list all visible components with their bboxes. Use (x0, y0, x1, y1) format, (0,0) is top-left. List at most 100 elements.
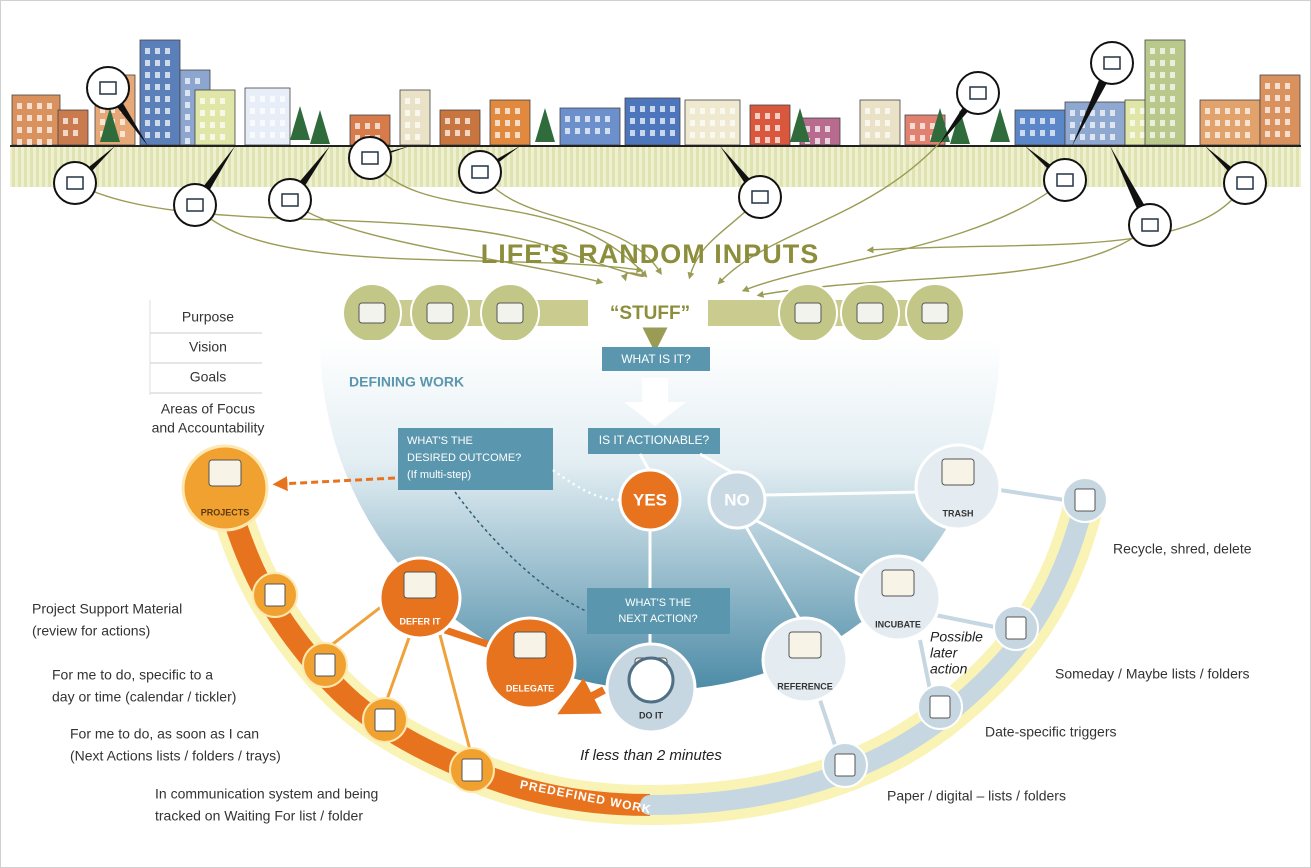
window (495, 108, 500, 114)
building (440, 110, 480, 145)
window (650, 106, 655, 112)
window (1130, 108, 1135, 114)
window (640, 118, 645, 124)
window (155, 120, 160, 126)
window (145, 60, 150, 66)
window (200, 98, 205, 104)
window (1275, 107, 1280, 113)
do-it-face (629, 658, 673, 702)
window (1090, 122, 1095, 128)
window (405, 122, 410, 128)
window (37, 103, 42, 109)
input-glyph (362, 152, 378, 164)
window (17, 115, 22, 121)
window (585, 128, 590, 134)
window (1110, 122, 1115, 128)
window (120, 131, 125, 137)
window (165, 120, 170, 126)
next-action-label: WHAT'S THE (625, 597, 691, 609)
window (815, 138, 820, 144)
building (140, 40, 180, 145)
window (145, 96, 150, 102)
window (165, 48, 170, 54)
window (1050, 130, 1055, 136)
window (1205, 120, 1210, 126)
window (1245, 132, 1250, 138)
track-glyph (1006, 617, 1026, 639)
outcome-left: For me to do, specific to a (52, 667, 213, 683)
window (495, 120, 500, 126)
window (710, 132, 715, 138)
window (1160, 120, 1165, 126)
outcome-left: tracked on Waiting For list / folder (155, 808, 363, 824)
window (1040, 130, 1045, 136)
window (1245, 108, 1250, 114)
window (280, 132, 285, 138)
page: GTD Workflow html, body { margin: 0; pad… (0, 0, 1311, 868)
possible-later-label: action (930, 661, 968, 677)
window (495, 132, 500, 138)
window (1150, 96, 1155, 102)
window (515, 132, 520, 138)
window (260, 108, 265, 114)
window (720, 132, 725, 138)
window (920, 123, 925, 129)
yes-label: YES (633, 490, 667, 509)
window (775, 137, 780, 143)
outcome-left: For me to do, as soon as I can (70, 726, 259, 742)
window (1050, 118, 1055, 124)
window (1170, 60, 1175, 66)
window (155, 72, 160, 78)
window (165, 132, 170, 138)
outcome-label: DESIRED OUTCOME? (407, 452, 521, 464)
stuff-glyph (857, 303, 883, 323)
window (1160, 72, 1165, 78)
horizon-label: Areas of Focus (161, 401, 255, 417)
window (575, 128, 580, 134)
window (605, 116, 610, 122)
outcome-label: WHAT'S THE (407, 435, 473, 447)
window (1225, 108, 1230, 114)
window (765, 125, 770, 131)
window (145, 108, 150, 114)
window (185, 102, 190, 108)
window (405, 110, 410, 116)
next-action-label: NEXT ACTION? (618, 613, 697, 625)
window (37, 115, 42, 121)
window (210, 134, 215, 140)
horizon-label: Vision (189, 339, 227, 355)
stuff-glyph (497, 303, 523, 323)
window (1235, 132, 1240, 138)
window (920, 135, 925, 141)
window (630, 118, 635, 124)
window (165, 108, 170, 114)
window (1150, 120, 1155, 126)
window (730, 120, 735, 126)
window (650, 118, 655, 124)
window (1150, 48, 1155, 54)
window (885, 120, 890, 126)
window (515, 108, 520, 114)
diagram: LIFE'S RANDOM INPUTS“STUFF”DEFINING WORK… (0, 0, 1311, 868)
stuff-glyph (427, 303, 453, 323)
window (765, 113, 770, 119)
window (1275, 95, 1280, 101)
window (73, 130, 78, 136)
window (185, 90, 190, 96)
window (120, 119, 125, 125)
window (260, 120, 265, 126)
window (630, 106, 635, 112)
window (145, 48, 150, 54)
window (1100, 110, 1105, 116)
window (165, 96, 170, 102)
window (505, 120, 510, 126)
defer-icon (404, 572, 436, 598)
window (1235, 120, 1240, 126)
window (250, 132, 255, 138)
window (875, 132, 880, 138)
outcome-left: (Next Actions lists / folders / trays) (70, 748, 281, 764)
window (1070, 110, 1075, 116)
window (27, 139, 32, 145)
input-glyph (1104, 57, 1120, 69)
window (765, 137, 770, 143)
